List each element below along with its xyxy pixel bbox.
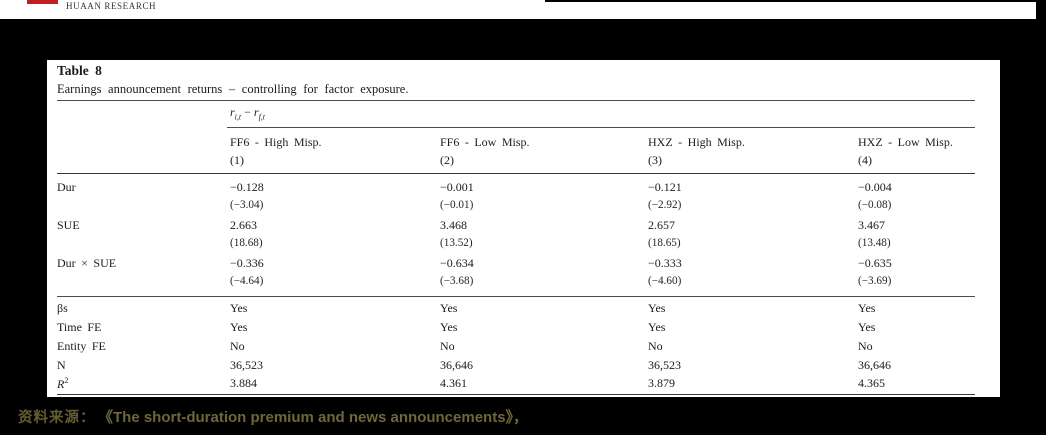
content-panel: Table 8 Earnings announcement returns – …	[47, 60, 1000, 397]
cell-tstat: (−4.60)	[648, 275, 682, 287]
regression-table: Table 8 Earnings announcement returns – …	[57, 60, 975, 397]
column-number: (3)	[648, 153, 662, 167]
cell-value: 2.657	[648, 218, 675, 232]
cell-value: −0.001	[440, 180, 474, 194]
cell-value: −0.635	[858, 256, 892, 270]
cell-value: −0.634	[440, 256, 474, 270]
brand-logo-bar	[27, 0, 58, 4]
cell-tstat: (−3.69)	[858, 275, 892, 287]
table-row-dur: Dur −0.128 −0.001 −0.121 −0.004	[57, 180, 975, 199]
stat-value: No	[440, 339, 455, 353]
column-header: FF6 - Low Misp.	[440, 135, 530, 149]
source-citation: 《The short-duration premium and news ann…	[105, 409, 529, 426]
cell-tstat: (−0.08)	[858, 199, 892, 211]
stat-value: 36,523	[230, 358, 263, 372]
row-label: Dur × SUE	[57, 256, 117, 270]
table-caption: Earnings announcement returns – controll…	[57, 82, 409, 96]
stat-label: βs	[57, 301, 68, 315]
table-row-dur-sue-tstat: (−4.64) (−3.68) (−4.60) (−3.69)	[57, 275, 975, 294]
cell-tstat: (−3.04)	[230, 199, 264, 211]
stat-label: Time FE	[57, 320, 102, 334]
stat-value: 4.361	[440, 376, 467, 390]
stat-value: 36,646	[858, 358, 891, 372]
table-title: Table 8	[57, 63, 102, 78]
column-header: FF6 - High Misp.	[230, 135, 322, 149]
table-row-betas: βs Yes Yes Yes Yes	[57, 301, 975, 320]
table-row-sue: SUE 2.663 3.468 2.657 3.467	[57, 218, 975, 237]
formula-lhs-sub: i,t	[234, 112, 242, 122]
stat-value: Yes	[230, 301, 248, 315]
stat-value: No	[858, 339, 873, 353]
column-number: (1)	[230, 153, 244, 167]
cell-tstat: (−3.68)	[440, 275, 474, 287]
formula-rhs: r	[253, 105, 259, 119]
table-row-dur-sue: Dur × SUE −0.336 −0.634 −0.333 −0.635	[57, 256, 975, 275]
r2-base: R	[57, 377, 65, 391]
table-row-dur-tstat: (−3.04) (−0.01) (−2.92) (−0.08)	[57, 199, 975, 218]
cell-tstat: (−0.01)	[440, 199, 474, 211]
table-row-time-fe: Time FE Yes Yes Yes Yes	[57, 320, 975, 339]
row-label: SUE	[57, 218, 80, 232]
table-header-row: FF6 - High Misp. FF6 - Low Misp. HXZ - H…	[57, 135, 975, 154]
stat-value: Yes	[648, 320, 666, 334]
stat-value: Yes	[440, 301, 458, 315]
cell-value: −0.128	[230, 180, 264, 194]
cell-tstat: (−4.64)	[230, 275, 264, 287]
stat-value: 3.884	[230, 376, 257, 390]
table-row-r2: R2 3.884 4.361 3.879 4.365	[57, 376, 975, 395]
cell-value: −0.333	[648, 256, 682, 270]
cell-value: 2.663	[230, 218, 257, 232]
stat-value: Yes	[230, 320, 248, 334]
source-label: 资料来源：	[18, 410, 96, 426]
table-row-sue-tstat: (18.68) (13.52) (18.65) (13.48)	[57, 237, 975, 256]
stat-value: Yes	[648, 301, 666, 315]
table-row-entity-fe: Entity FE No No No No	[57, 339, 975, 358]
stat-value: 3.879	[648, 376, 675, 390]
cell-tstat: (18.68)	[230, 237, 263, 249]
formula-lhs: r	[230, 105, 235, 119]
formula-spanner: ri,t − rf,t	[230, 105, 265, 121]
cell-value: −0.121	[648, 180, 682, 194]
rule-header	[57, 173, 975, 174]
table-row-n: N 36,523 36,646 36,523 36,646	[57, 358, 975, 377]
stat-value: 36,646	[440, 358, 473, 372]
table-header-number-row: (1) (2) (3) (4)	[57, 153, 975, 172]
rule-spanner	[227, 127, 975, 128]
cell-value: 3.468	[440, 218, 467, 232]
formula-operator: −	[244, 105, 251, 119]
stat-label: N	[57, 358, 66, 372]
header-strip: HUAAN RESEARCH	[0, 0, 1036, 19]
row-label: Dur	[57, 180, 76, 194]
cell-tstat: (13.48)	[858, 237, 891, 249]
column-number: (2)	[440, 153, 454, 167]
source-line: 资料来源： 《The short-duration premium and new…	[18, 406, 528, 427]
rule-top	[57, 100, 975, 101]
cell-value: −0.004	[858, 180, 892, 194]
r2-sup: 2	[64, 376, 69, 385]
stat-value: No	[230, 339, 245, 353]
stat-value: 4.365	[858, 376, 885, 390]
stat-value: Yes	[858, 320, 876, 334]
stat-label: Entity FE	[57, 339, 106, 353]
formula-rhs-sub: f,t	[258, 112, 266, 122]
cell-tstat: (13.52)	[440, 237, 473, 249]
column-header: HXZ - Low Misp.	[858, 135, 953, 149]
cell-value: 3.467	[858, 218, 885, 232]
stat-value: No	[648, 339, 663, 353]
stat-value: 36,523	[648, 358, 681, 372]
cell-value: −0.336	[230, 256, 264, 270]
rule-mid	[57, 296, 975, 297]
cell-tstat: (18.65)	[648, 237, 681, 249]
stat-value: Yes	[440, 320, 458, 334]
brand-text: HUAAN RESEARCH	[66, 1, 157, 11]
column-number: (4)	[858, 153, 872, 167]
stat-value: Yes	[858, 301, 876, 315]
window-edge-line	[545, 0, 1036, 2]
rule-bottom	[57, 394, 975, 395]
column-header: HXZ - High Misp.	[648, 135, 745, 149]
cell-tstat: (−2.92)	[648, 199, 682, 211]
stat-label: R2	[57, 376, 68, 392]
